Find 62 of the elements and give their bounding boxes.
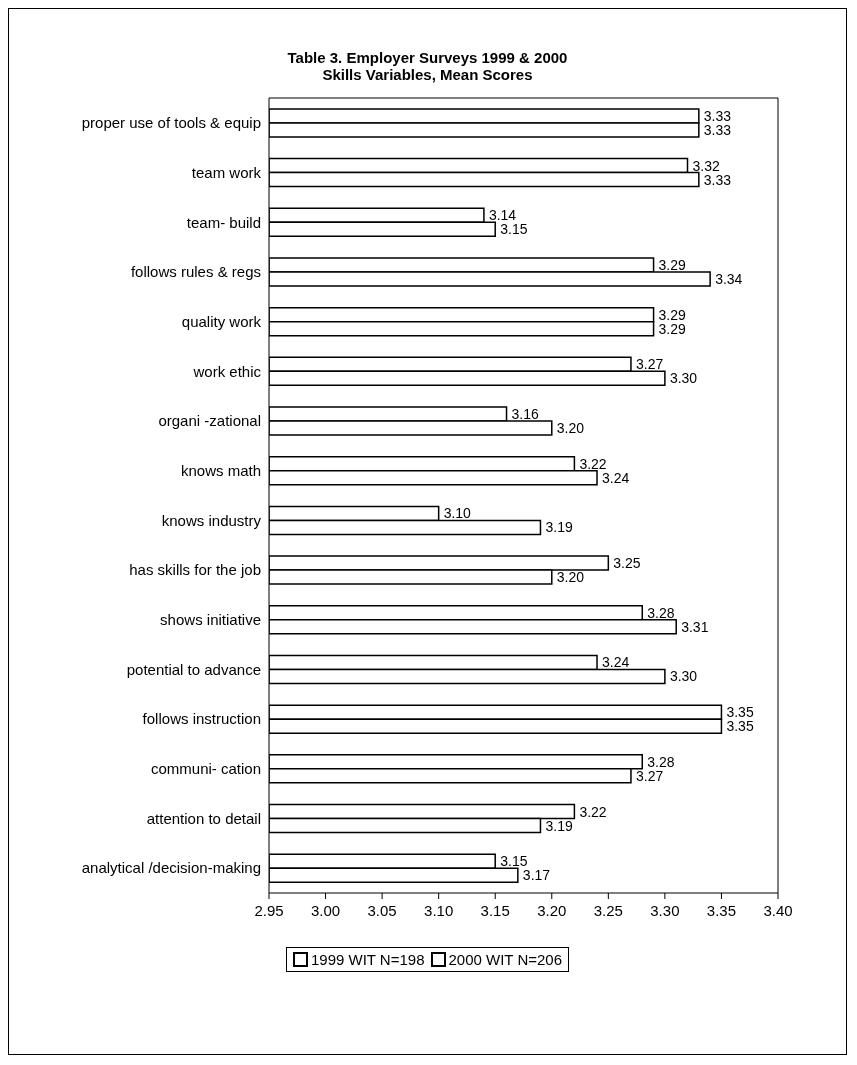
x-tick-label: 3.25 [593, 901, 623, 919]
y-tick-label: team- build [186, 213, 261, 231]
data-label: 3.15 [500, 853, 528, 870]
y-tick-label: analytical /decision-making [81, 859, 261, 877]
data-label: 3.35 [726, 704, 754, 721]
y-tick-label: proper use of tools & equip [81, 114, 261, 132]
data-label: 3.22 [579, 455, 607, 472]
data-label: 3.20 [556, 420, 585, 437]
data-label: 3.20 [556, 569, 585, 586]
data-label: 3.30 [669, 370, 698, 387]
data-label: 3.15 [500, 221, 528, 238]
y-tick-label: communi- cation [150, 760, 261, 778]
x-tick-label: 2.95 [254, 901, 284, 919]
data-label: 3.34 [715, 270, 743, 287]
data-label: 3.27 [635, 767, 664, 784]
legend-label: 1999 WIT N=198 [309, 951, 425, 968]
x-tick-label: 3.30 [650, 901, 680, 919]
data-label: 3.29 [658, 320, 687, 337]
chart-title: Table 3. Employer Surveys 1999 & 2000 [286, 49, 569, 66]
data-label: 3.28 [647, 604, 675, 621]
x-tick-label: 3.20 [537, 901, 567, 919]
y-tick-label: knows math [180, 461, 261, 479]
data-label: 3.14 [488, 207, 517, 224]
data-label: 3.22 [579, 803, 607, 820]
x-tick-label: 3.10 [424, 901, 454, 919]
x-tick-label: 3.00 [310, 901, 341, 919]
y-tick-label: organi -zational [158, 412, 261, 430]
data-label: 3.24 [602, 654, 630, 671]
legend-label: 2000 WIT N=206 [447, 951, 563, 968]
y-tick-label: work ethic [192, 362, 262, 380]
data-label: 3.10 [443, 505, 472, 522]
y-tick-label: shows initiative [160, 611, 261, 629]
x-tick-label: 3.15 [480, 901, 510, 919]
data-label: 3.27 [635, 356, 664, 373]
data-label: 3.30 [669, 668, 698, 685]
data-label: 3.29 [658, 306, 687, 323]
data-label: 3.28 [647, 753, 675, 770]
data-label: 3.31 [681, 618, 709, 635]
data-label: 3.17 [522, 867, 551, 884]
data-label: 3.24 [602, 469, 630, 486]
x-tick-label: 3.35 [706, 901, 737, 919]
data-label: 3.19 [545, 519, 573, 536]
y-tick-label: has skills for the job [129, 561, 261, 579]
y-tick-label: attention to detail [146, 809, 261, 827]
x-tick-label: 3.05 [367, 901, 397, 919]
y-tick-label: knows industry [161, 511, 262, 529]
data-label: 3.19 [545, 817, 573, 834]
data-label: 3.16 [511, 406, 539, 423]
y-tick-label: potential to advance [126, 660, 261, 678]
data-label: 3.33 [703, 121, 732, 138]
data-label: 3.33 [703, 171, 732, 188]
y-tick-label: quality work [181, 312, 262, 330]
data-label: 3.33 [703, 107, 732, 124]
data-label: 3.25 [613, 555, 641, 572]
data-label: 3.35 [726, 718, 754, 735]
y-tick-label: follows instruction [142, 710, 261, 728]
data-label: 3.32 [692, 157, 720, 174]
data-label: 3.29 [658, 256, 687, 273]
x-tick-label: 3.40 [763, 901, 793, 919]
y-tick-label: follows rules & regs [130, 263, 261, 281]
chart-subtitle: Skills Variables, Mean Scores [321, 66, 534, 83]
y-tick-label: team work [191, 163, 262, 181]
